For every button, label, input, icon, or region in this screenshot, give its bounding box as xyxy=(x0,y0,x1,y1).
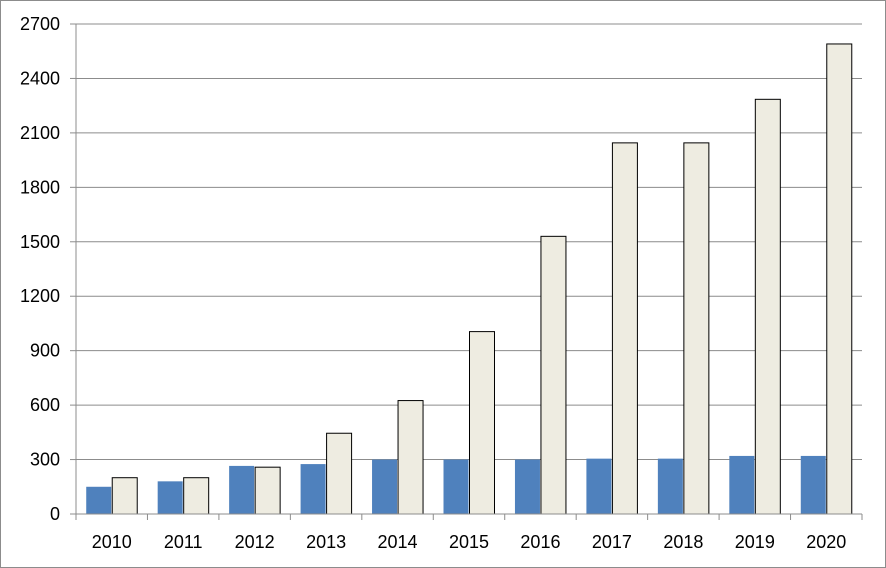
bars xyxy=(86,43,853,515)
y-tick-label: 600 xyxy=(30,395,60,415)
bar-series2-2017 xyxy=(611,142,638,515)
bar-series1-2010 xyxy=(86,486,112,514)
y-tick-label: 300 xyxy=(30,450,60,470)
y-tick-label: 2400 xyxy=(20,68,60,88)
bar-series1-2019 xyxy=(729,455,755,514)
y-tick-label: 1500 xyxy=(20,232,60,252)
y-tick-label: 1800 xyxy=(20,177,60,197)
x-tick-label: 2020 xyxy=(806,532,846,552)
bar-series1-2012 xyxy=(229,465,255,514)
y-tick-label: 1200 xyxy=(20,286,60,306)
x-tick-label: 2011 xyxy=(164,532,203,552)
bar-series2-2018 xyxy=(683,142,710,515)
y-tick-label: 900 xyxy=(30,341,60,361)
bar-series1-2013 xyxy=(300,464,326,514)
x-tick-label: 2013 xyxy=(306,532,346,552)
x-tick-label: 2016 xyxy=(520,532,560,552)
bar-series2-2019 xyxy=(754,98,781,515)
bar-series1-2011 xyxy=(157,481,183,514)
y-tick-label: 2100 xyxy=(20,123,60,143)
x-axis-ticks: 2010 2011 2012 2013 2014 2015 2016 2017 2018 2019… xyxy=(75,514,863,552)
bar-series2-2012 xyxy=(254,466,281,515)
x-tick-label: 2019 xyxy=(735,532,775,552)
bar-series2-2011 xyxy=(183,477,210,515)
bar-series2-2020 xyxy=(826,43,853,515)
y-tick-label: 0 xyxy=(50,504,60,524)
bar-series2-2015 xyxy=(469,331,495,515)
x-tick-label: 2018 xyxy=(663,532,703,552)
x-tick-label: 2010 xyxy=(92,532,132,552)
bar-series2-2016 xyxy=(540,235,567,515)
y-axis-ticks: 0 300 600 900 1200 1500 1800 2100 2400 2700 xyxy=(20,14,76,524)
x-tick-label: 2015 xyxy=(449,532,489,552)
bar-series1-2015 xyxy=(443,459,469,514)
bar-series1-2016 xyxy=(514,459,540,514)
x-tick-label: 2014 xyxy=(378,532,418,552)
bar-series2-2010 xyxy=(111,477,138,515)
bar-series1-2017 xyxy=(586,458,612,514)
bar-series1-2020 xyxy=(800,455,826,514)
y-tick-label: 2700 xyxy=(20,14,60,34)
x-tick-label: 2017 xyxy=(592,532,632,552)
bar-series2-2014 xyxy=(397,400,424,515)
bar-series2-2013 xyxy=(326,432,353,515)
x-tick-label: 2012 xyxy=(235,532,275,552)
bar-series1-2014 xyxy=(372,459,398,514)
bar-series1-2018 xyxy=(657,458,683,514)
axes xyxy=(75,24,862,515)
